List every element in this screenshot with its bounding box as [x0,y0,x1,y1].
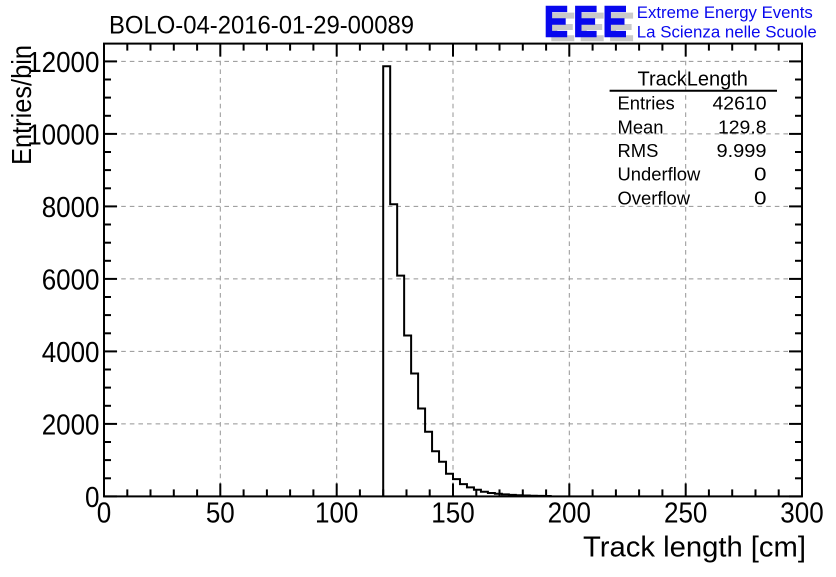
svg-text:0: 0 [754,187,767,208]
svg-text:0: 0 [97,497,112,529]
svg-text:Overflow: Overflow [618,187,691,208]
svg-text:0: 0 [85,482,100,514]
svg-text:BOLO-04-2016-01-29-00089: BOLO-04-2016-01-29-00089 [109,12,414,40]
svg-text:Track length [cm]: Track length [cm] [583,532,806,564]
svg-text:300: 300 [780,497,823,529]
svg-text:Entries/bin: Entries/bin [6,45,37,165]
svg-text:8000: 8000 [42,192,100,224]
svg-text:42610: 42610 [713,93,767,114]
svg-text:150: 150 [431,497,474,529]
svg-text:Entries: Entries [618,93,675,114]
svg-text:Underflow: Underflow [618,164,702,185]
svg-text:6000: 6000 [42,265,100,297]
svg-text:250: 250 [664,497,707,529]
svg-text:TrackLength: TrackLength [637,69,747,91]
svg-text:129.8: 129.8 [718,116,767,137]
svg-text:9.999: 9.999 [717,140,767,161]
svg-text:50: 50 [206,497,235,529]
svg-text:Extreme Energy Events: Extreme Energy Events [637,4,813,22]
svg-text:200: 200 [548,497,591,529]
svg-text:2000: 2000 [42,410,100,442]
svg-text:12000: 12000 [27,47,99,79]
svg-text:0: 0 [754,164,767,185]
svg-text:10000: 10000 [27,120,99,152]
svg-text:4000: 4000 [42,337,100,369]
svg-text:RMS: RMS [618,140,659,161]
svg-text:La Scienza nelle Scuole: La Scienza nelle Scuole [637,24,817,42]
svg-text:Mean: Mean [618,116,664,137]
svg-text:100: 100 [315,497,358,529]
